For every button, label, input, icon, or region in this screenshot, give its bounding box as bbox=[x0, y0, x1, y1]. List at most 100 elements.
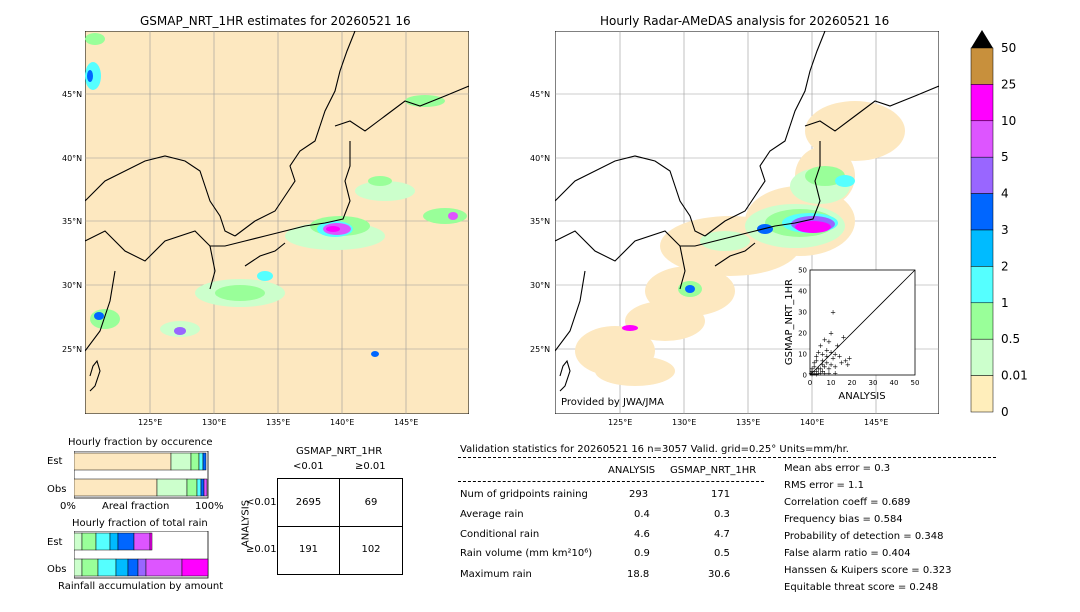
left-lon-label: 135°E bbox=[266, 418, 291, 427]
colorbar-swatch bbox=[970, 302, 994, 340]
stat-label: Num of gridpoints raining bbox=[460, 489, 588, 500]
scatter-point: + bbox=[811, 363, 817, 371]
score-line: Hanssen & Kuipers score = 0.323 bbox=[784, 565, 952, 576]
colorbar-label: 0.01 bbox=[1001, 369, 1028, 383]
scatter-point: + bbox=[815, 365, 821, 373]
scatter-point: + bbox=[809, 367, 815, 375]
scatter-point: + bbox=[822, 363, 828, 371]
scatter-point: + bbox=[826, 365, 832, 373]
scatter-point: + bbox=[813, 357, 819, 365]
left-map bbox=[85, 31, 469, 414]
scatter-point: + bbox=[815, 348, 821, 356]
scatter-point: + bbox=[818, 365, 824, 373]
scatter-y-tick: 30 bbox=[798, 309, 807, 317]
scatter-x-tick: 20 bbox=[848, 379, 857, 387]
score-line: Probability of detection = 0.348 bbox=[784, 531, 944, 542]
validation-header: Validation statistics for 20260521 16 n=… bbox=[460, 444, 849, 455]
colorbar-label: 2 bbox=[1001, 259, 1009, 273]
validation-divider bbox=[458, 457, 996, 458]
stat-analysis: 4.6 bbox=[634, 529, 650, 540]
colorbar-label: 3 bbox=[1001, 223, 1009, 237]
right-lat-label: 25°N bbox=[530, 345, 551, 354]
scatter-y-tick: 0 bbox=[803, 372, 807, 380]
stat-gsmap: 0.5 bbox=[714, 548, 730, 559]
scatter-point: + bbox=[836, 353, 842, 361]
scatter-xlabel: ANALYSIS bbox=[838, 391, 885, 402]
scatter-x-tick: 40 bbox=[890, 379, 899, 387]
scatter-point: + bbox=[839, 359, 845, 367]
scatter-point: + bbox=[826, 369, 832, 377]
left-lat-label: 40°N bbox=[62, 154, 83, 163]
scatter-point: + bbox=[828, 348, 834, 356]
scatter-point: + bbox=[820, 351, 826, 359]
scatter-point: + bbox=[832, 351, 838, 359]
contingency-cell: 191 bbox=[298, 544, 319, 555]
colorbar-swatch bbox=[970, 84, 994, 122]
right-lat-label: 45°N bbox=[530, 90, 551, 99]
colorbar-label: 10 bbox=[1001, 114, 1016, 128]
score-line: False alarm ratio = 0.404 bbox=[784, 548, 911, 559]
occurrence-axis-mid: Areal fraction bbox=[102, 501, 170, 512]
left-map-title: GSMAP_NRT_1HR estimates for 20260521 16 bbox=[140, 14, 411, 28]
stat-label: Conditional rain bbox=[460, 529, 540, 540]
scatter-point: + bbox=[818, 342, 824, 350]
colorbar-swatch bbox=[970, 229, 994, 267]
scatter-point: + bbox=[834, 342, 840, 350]
stat-analysis: 0.4 bbox=[634, 509, 650, 520]
scatter-point: + bbox=[832, 369, 838, 377]
contingency-cell: 102 bbox=[361, 544, 381, 555]
total-est-label: Est bbox=[47, 537, 63, 548]
contingency-header: GSMAP_NRT_1HR bbox=[296, 446, 383, 457]
score-line: RMS error = 1.1 bbox=[784, 480, 864, 491]
scatter-point: + bbox=[822, 369, 828, 377]
right-lon-label: 140°E bbox=[800, 418, 825, 427]
scatter-x-tick: 50 bbox=[911, 379, 920, 387]
occurrence-obs-label: Obs bbox=[47, 484, 67, 495]
scatter-point: + bbox=[843, 357, 849, 365]
left-lon-label: 125°E bbox=[138, 418, 163, 427]
colorbar-label: 4 bbox=[1001, 187, 1009, 201]
scatter-point: + bbox=[841, 334, 847, 342]
occurrence-bars bbox=[74, 451, 209, 499]
colorbar-label: 1 bbox=[1001, 296, 1009, 310]
scatter-point: + bbox=[815, 369, 821, 377]
scatter-y-tick: 10 bbox=[798, 351, 807, 359]
colorbar-swatch bbox=[970, 120, 994, 158]
score-line: Correlation coeff = 0.689 bbox=[784, 497, 911, 508]
colorbar-swatch bbox=[970, 193, 994, 231]
contingency-cell: 69 bbox=[364, 497, 378, 508]
scatter-point: + bbox=[832, 363, 838, 371]
data-credit: Provided by JWA/JMA bbox=[561, 397, 664, 408]
left-lat-label: 35°N bbox=[62, 217, 83, 226]
scatter-point: + bbox=[824, 346, 830, 354]
stat-analysis: 293 bbox=[629, 489, 649, 500]
colorbar-label: 0.5 bbox=[1001, 332, 1020, 346]
left-lon-label: 130°E bbox=[202, 418, 227, 427]
colorbar-swatch bbox=[970, 47, 994, 85]
colorbar-label: 50 bbox=[1001, 41, 1016, 55]
contingency-grid: 2695 69 191 102 bbox=[277, 478, 403, 575]
contingency-col2: ≥0.01 bbox=[355, 461, 386, 472]
right-lon-label: 145°E bbox=[864, 418, 889, 427]
scatter-point: + bbox=[822, 336, 828, 344]
occurrence-axis-left: 0% bbox=[60, 501, 76, 512]
scatter-point: + bbox=[820, 357, 826, 365]
scatter-point: + bbox=[845, 361, 851, 369]
right-lat-label: 30°N bbox=[530, 281, 551, 290]
colorbar-arrow bbox=[971, 30, 993, 48]
left-lon-label: 140°E bbox=[330, 418, 355, 427]
scatter-x-tick: 10 bbox=[827, 379, 836, 387]
left-lat-label: 25°N bbox=[62, 345, 83, 354]
scatter-x-tick: 30 bbox=[869, 379, 878, 387]
total-rain-title: Hourly fraction of total rain bbox=[72, 518, 208, 529]
scatter-ylabel: GSMAP_NRT_1HR bbox=[784, 279, 795, 365]
total-rain-bars bbox=[74, 531, 209, 579]
occurrence-title: Hourly fraction by occurence bbox=[68, 437, 213, 448]
occurrence-est-label: Est bbox=[47, 456, 63, 467]
score-line: Mean abs error = 0.3 bbox=[784, 463, 891, 474]
occurrence-axis-right: 100% bbox=[195, 501, 224, 512]
validation-col-gsmap: GSMAP_NRT_1HR bbox=[670, 465, 757, 476]
scatter-point: + bbox=[826, 338, 832, 346]
scatter-point: + bbox=[828, 330, 834, 338]
scatter-point: + bbox=[824, 359, 830, 367]
